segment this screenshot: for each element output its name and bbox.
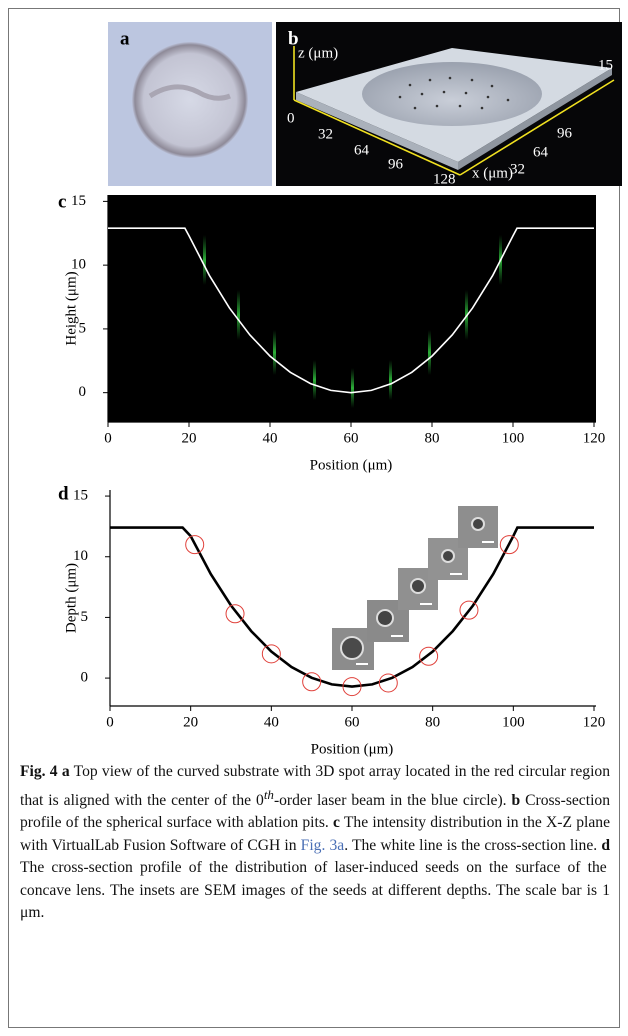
marker-circle	[419, 646, 439, 666]
figure: a b z (μm) 15 0 32 64 96 128 x (μm) 96 6…	[58, 22, 622, 757]
x-tick-label: 0	[104, 430, 112, 446]
caption-text: . The white line is the cross-section li…	[344, 836, 602, 854]
x-tick-label: 120	[583, 714, 606, 730]
caption-text: Top view of the curved substrate with 3D…	[20, 763, 611, 809]
y-tick-label: 15	[73, 488, 88, 504]
y-tick-label: 0	[81, 670, 89, 686]
marker-circle	[225, 604, 245, 624]
axis-label: z (μm)	[298, 45, 338, 61]
caption-label: Fig. 4	[20, 763, 58, 780]
panel-label: c	[58, 191, 66, 212]
x-tick-label: 40	[264, 714, 279, 730]
panel-label: b	[288, 28, 299, 49]
lens-feature	[148, 84, 231, 101]
x-tick-label: 0	[106, 714, 114, 730]
y-axis-label: Depth (μm)	[63, 563, 79, 633]
tick-label: 128	[433, 171, 456, 187]
plate-side	[458, 68, 612, 170]
y-tick-label: 15	[71, 193, 86, 209]
data-line	[108, 227, 594, 394]
figure-link[interactable]: Fig. 3a	[300, 836, 345, 854]
x-tick-label: 40	[263, 430, 278, 446]
x-tick-label: 120	[583, 430, 606, 446]
marker-circle	[459, 600, 479, 620]
caption-text: c	[333, 814, 340, 832]
pit-array	[398, 76, 510, 110]
tick-label: 96	[557, 125, 573, 141]
x-tick-label: 100	[502, 430, 525, 446]
tick-label: 0	[287, 110, 295, 126]
x-axis-label: Position (μm)	[310, 457, 393, 473]
plate-side	[296, 92, 458, 170]
x-tick-label: 100	[502, 714, 525, 730]
caption-text: The intensity distribution in the X-Z pl…	[20, 814, 611, 854]
marker-circle	[261, 644, 281, 664]
tick-label: 64	[354, 142, 370, 158]
x-tick-label: 60	[345, 714, 360, 730]
caption: Fig. 4 a Top view of the curved substrat…	[20, 761, 610, 925]
y-tick-label: 0	[79, 384, 87, 400]
caption-text: The cross-section profile of the distrib…	[20, 859, 610, 922]
panel-label: a	[120, 28, 130, 49]
panel-label: d	[58, 483, 69, 504]
data-line	[110, 526, 594, 688]
marker-circle	[342, 677, 362, 697]
y-axis-label: Height (μm)	[63, 271, 79, 345]
caption-text: b	[511, 791, 521, 809]
y-tick-label: 10	[73, 548, 88, 564]
caption-text: -order laser beam in the blue circle).	[273, 791, 512, 809]
figure-frame	[8, 8, 620, 1028]
axis-label: x (μm)	[472, 165, 513, 181]
tick-label: 15	[598, 57, 613, 73]
tick-label: 32	[510, 161, 525, 177]
y-tick-label: 10	[71, 257, 86, 273]
marker-circle	[499, 535, 519, 555]
caption-text: th	[263, 786, 274, 802]
x-axis	[293, 99, 461, 176]
tick-label: 32	[318, 126, 333, 142]
x-tick-label: 20	[182, 430, 197, 446]
x-tick-label: 80	[425, 430, 440, 446]
tick-label: 64	[533, 144, 549, 160]
y-tick-label: 5	[79, 320, 87, 336]
bowl	[362, 62, 542, 126]
marker-circle	[302, 672, 322, 692]
y-axis	[459, 79, 615, 176]
y-tick-label: 5	[81, 609, 89, 625]
x-tick-label: 80	[425, 714, 440, 730]
x-axis-label: Position (μm)	[311, 741, 394, 757]
caption-text: a	[57, 763, 70, 780]
x-tick-label: 20	[183, 714, 198, 730]
marker-circle	[185, 535, 205, 555]
marker-circle	[378, 673, 398, 693]
sem-insets	[332, 506, 498, 670]
caption-text: Cross-section profile of the spherical s…	[20, 791, 610, 832]
caption-text: d	[601, 836, 610, 854]
x-tick-label: 60	[344, 430, 359, 446]
lens	[132, 42, 248, 158]
tick-label: 96	[388, 156, 404, 172]
